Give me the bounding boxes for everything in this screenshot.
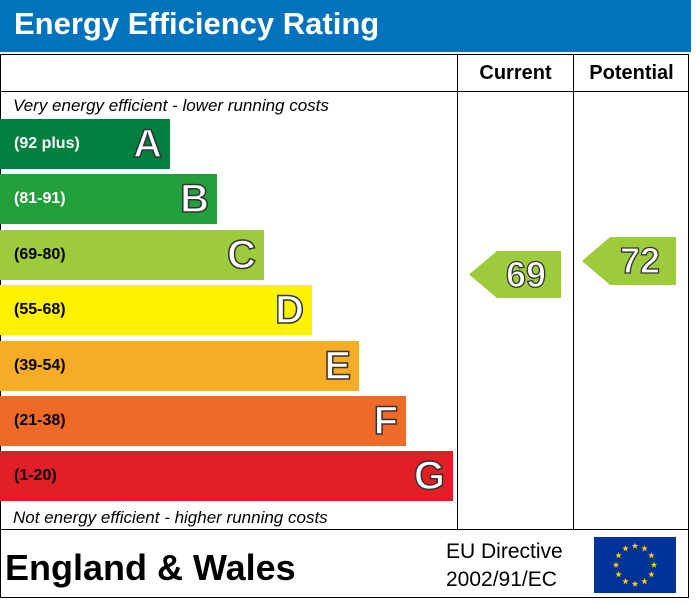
current-rating-value: 69	[505, 253, 547, 295]
current-column-header: Current	[479, 62, 552, 84]
eu-directive-line2: 2002/91/EC	[446, 568, 557, 591]
band-c: (69-80) C	[0, 229, 264, 280]
band-f-letter: F	[373, 398, 399, 444]
band-g-range: (1-20)	[14, 467, 57, 485]
band-e-letter: E	[324, 343, 352, 389]
flag-star-icon	[615, 571, 622, 578]
top-note: Very energy efficient - lower running co…	[13, 96, 329, 115]
potential-rating-arrow: 72	[582, 237, 676, 285]
band-g: (1-20) G	[0, 451, 453, 502]
flag-star-icon	[615, 552, 622, 559]
flag-star-icon	[631, 580, 639, 587]
region-label: England & Wales	[5, 547, 296, 588]
band-e-range: (39-54)	[14, 356, 66, 374]
potential-column-divider	[573, 54, 574, 530]
band-d-range: (55-68)	[14, 301, 66, 319]
band-b-range: (81-91)	[14, 190, 66, 208]
band-d: (55-68) D	[0, 285, 312, 336]
band-c-range: (69-80)	[14, 245, 66, 263]
flag-star-icon	[622, 578, 629, 585]
flag-star-icon	[641, 545, 648, 552]
current-rating-arrow: 69	[469, 251, 561, 298]
band-a: (92 plus) A	[0, 119, 170, 169]
band-g-letter: G	[413, 454, 446, 500]
current-arrow-shape	[469, 251, 561, 298]
band-a-letter: A	[132, 121, 162, 167]
header-divider	[0, 91, 689, 92]
flag-star-icon	[622, 545, 629, 552]
chart-title: Energy Efficiency Rating	[14, 6, 380, 41]
bottom-note: Not energy efficient - higher running co…	[13, 508, 328, 527]
eu-directive-line1: EU Directive	[446, 540, 563, 563]
current-column-divider	[457, 54, 458, 530]
flag-star-icon	[631, 542, 639, 549]
potential-rating-value: 72	[619, 239, 661, 281]
flag-star-icon	[612, 561, 620, 568]
potential-column-header: Potential	[589, 62, 674, 84]
band-a-range: (92 plus)	[14, 135, 80, 152]
band-d-letter: D	[274, 287, 304, 333]
flag-star-icon	[648, 552, 655, 559]
band-b: (81-91) B	[0, 174, 217, 225]
band-e: (39-54) E	[0, 340, 359, 391]
flag-star-icon	[650, 561, 658, 568]
band-c-letter: C	[226, 232, 256, 278]
potential-arrow-shape	[582, 237, 676, 285]
footer-divider	[0, 529, 689, 530]
band-f: (21-38) F	[0, 396, 406, 446]
band-b-letter: B	[179, 177, 209, 223]
title-bar: Energy Efficiency Rating	[0, 0, 691, 52]
flag-star-icon	[648, 571, 655, 578]
flag-star-icon	[641, 578, 648, 585]
band-f-range: (21-38)	[14, 412, 66, 429]
eu-flag-icon	[594, 537, 676, 593]
